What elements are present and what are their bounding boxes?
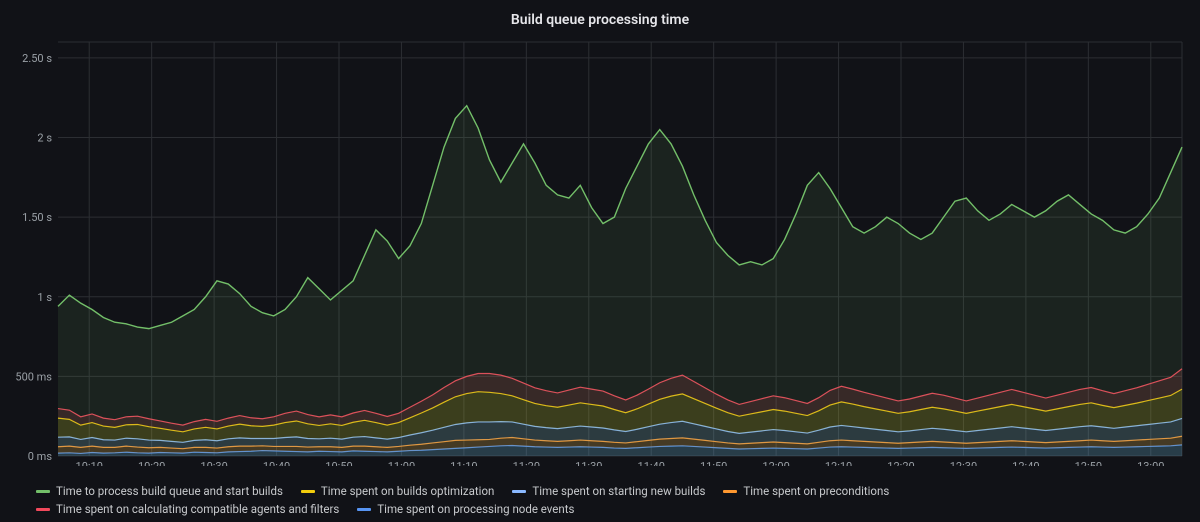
legend-label: Time spent on starting new builds <box>532 484 705 498</box>
svg-text:11:10: 11:10 <box>450 460 477 466</box>
legend-item-total[interactable]: Time to process build queue and start bu… <box>36 484 283 498</box>
legend-swatch <box>301 490 315 493</box>
svg-text:1 s: 1 s <box>37 291 52 304</box>
svg-text:13:00: 13:00 <box>1137 460 1164 466</box>
svg-text:12:40: 12:40 <box>1012 460 1039 466</box>
svg-text:10:30: 10:30 <box>200 460 227 466</box>
legend-swatch <box>512 490 526 493</box>
chart-panel: Build queue processing time 0 ms 500 ms 1 … <box>0 0 1200 522</box>
legend-item-starting-builds[interactable]: Time spent on starting new builds <box>512 484 705 498</box>
svg-text:11:00: 11:00 <box>388 460 415 466</box>
svg-text:500 ms: 500 ms <box>15 370 52 383</box>
svg-text:10:50: 10:50 <box>325 460 352 466</box>
chart-legend: Time to process build queue and start bu… <box>12 478 1188 518</box>
svg-text:10:10: 10:10 <box>76 460 103 466</box>
legend-item-builds-optimization[interactable]: Time spent on builds optimization <box>301 484 494 498</box>
svg-text:12:10: 12:10 <box>825 460 852 466</box>
legend-item-compatible-agents[interactable]: Time spent on calculating compatible age… <box>36 502 339 516</box>
svg-text:10:40: 10:40 <box>263 460 290 466</box>
legend-swatch <box>723 490 737 493</box>
svg-text:11:20: 11:20 <box>513 460 540 466</box>
svg-text:12:20: 12:20 <box>887 460 914 466</box>
legend-label: Time spent on builds optimization <box>321 484 494 498</box>
svg-text:12:00: 12:00 <box>762 460 789 466</box>
legend-label: Time spent on processing node events <box>377 502 574 516</box>
svg-text:12:30: 12:30 <box>950 460 977 466</box>
legend-swatch <box>357 508 371 511</box>
svg-text:10:20: 10:20 <box>138 460 165 466</box>
svg-text:2 s: 2 s <box>37 132 52 145</box>
svg-text:11:40: 11:40 <box>638 460 665 466</box>
timeseries-chart[interactable]: 0 ms 500 ms 1 s 1.50 s 2 s 2.50 s 10:10 10:20 10… <box>12 36 1188 466</box>
legend-swatch <box>36 490 50 493</box>
legend-label: Time spent on preconditions <box>743 484 889 498</box>
legend-label: Time to process build queue and start bu… <box>56 484 283 498</box>
legend-label: Time spent on calculating compatible age… <box>56 502 339 516</box>
svg-text:2.50 s: 2.50 s <box>22 52 52 65</box>
chart-title: Build queue processing time <box>12 8 1188 36</box>
svg-text:1.50 s: 1.50 s <box>22 211 52 224</box>
legend-swatch <box>36 508 50 511</box>
chart-plot-area[interactable]: 0 ms 500 ms 1 s 1.50 s 2 s 2.50 s 10:10 10:20 10… <box>12 36 1188 478</box>
svg-text:11:30: 11:30 <box>575 460 602 466</box>
svg-text:0 ms: 0 ms <box>28 450 53 463</box>
legend-item-preconditions[interactable]: Time spent on preconditions <box>723 484 889 498</box>
svg-text:11:50: 11:50 <box>700 460 727 466</box>
legend-item-node-events[interactable]: Time spent on processing node events <box>357 502 574 516</box>
svg-text:12:50: 12:50 <box>1075 460 1102 466</box>
